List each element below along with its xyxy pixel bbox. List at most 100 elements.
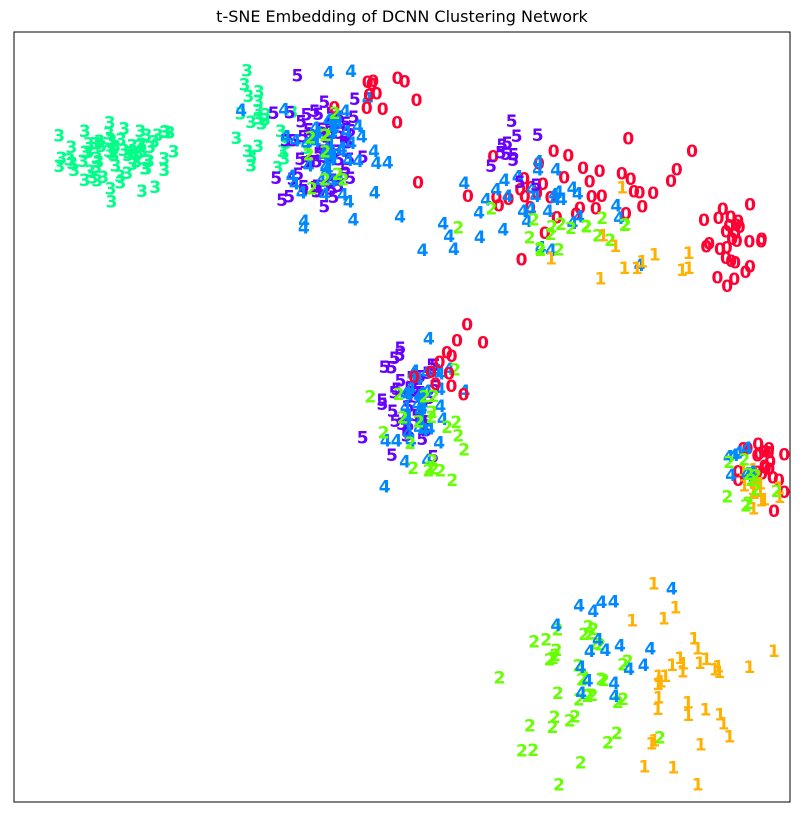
- point-0: 0: [477, 333, 489, 353]
- point-4: 4: [324, 135, 336, 155]
- point-2: 2: [771, 482, 783, 502]
- point-2: 2: [446, 471, 458, 491]
- point-0: 0: [720, 249, 732, 269]
- point-4: 4: [459, 382, 471, 402]
- point-5: 5: [333, 150, 345, 170]
- point-4: 4: [325, 147, 337, 167]
- point-2: 2: [524, 717, 536, 737]
- point-5: 5: [530, 176, 542, 196]
- point-1: 1: [670, 599, 682, 619]
- point-3: 3: [87, 169, 99, 189]
- point-1: 1: [674, 649, 686, 669]
- point-4: 4: [587, 602, 599, 622]
- point-5: 5: [326, 180, 338, 200]
- point-4: 4: [345, 62, 357, 82]
- point-4: 4: [303, 157, 315, 177]
- point-4: 4: [320, 141, 332, 161]
- point-4: 4: [331, 109, 343, 129]
- point-0: 0: [361, 99, 373, 119]
- point-3: 3: [133, 144, 145, 164]
- point-2: 2: [596, 209, 608, 229]
- point-3: 3: [79, 122, 91, 142]
- point-5: 5: [429, 378, 441, 398]
- point-1: 1: [619, 259, 631, 279]
- point-5: 5: [309, 102, 321, 122]
- point-1: 1: [694, 654, 706, 674]
- point-2: 2: [540, 631, 552, 651]
- point-4: 4: [424, 419, 436, 439]
- point-3: 3: [300, 139, 312, 159]
- point-0: 0: [377, 100, 389, 120]
- point-4: 4: [296, 183, 308, 203]
- point-5: 5: [319, 147, 331, 167]
- point-2: 2: [528, 633, 540, 653]
- point-0: 0: [713, 209, 725, 229]
- point-0: 0: [548, 142, 560, 162]
- point-4: 4: [417, 241, 429, 261]
- point-3: 3: [239, 76, 251, 96]
- point-3: 3: [127, 143, 139, 163]
- point-2: 2: [319, 171, 331, 191]
- point-0: 0: [628, 182, 640, 202]
- point-3: 3: [277, 142, 289, 162]
- point-5: 5: [386, 446, 398, 466]
- point-1: 1: [774, 488, 786, 508]
- point-2: 2: [723, 453, 735, 473]
- point-3: 3: [118, 141, 130, 161]
- point-2: 2: [547, 718, 559, 738]
- point-5: 5: [333, 124, 345, 144]
- point-5: 5: [338, 134, 350, 154]
- point-0: 0: [767, 468, 779, 488]
- point-0: 0: [531, 184, 543, 204]
- point-0: 0: [525, 178, 537, 198]
- point-3: 3: [64, 151, 76, 171]
- point-0: 0: [622, 129, 634, 149]
- point-4: 4: [521, 212, 533, 232]
- point-5: 5: [318, 93, 330, 113]
- point-2: 2: [427, 452, 439, 472]
- point-2: 2: [617, 656, 629, 676]
- point-4: 4: [336, 142, 348, 162]
- point-0: 0: [491, 189, 503, 209]
- point-5: 5: [320, 127, 332, 147]
- point-5: 5: [298, 177, 310, 197]
- point-5: 5: [376, 395, 388, 415]
- point-2: 2: [393, 385, 405, 405]
- point-3: 3: [143, 152, 155, 172]
- point-2: 2: [622, 652, 634, 672]
- point-0: 0: [744, 196, 756, 216]
- point-2: 2: [337, 170, 349, 190]
- point-4: 4: [341, 122, 353, 142]
- point-0: 0: [446, 377, 458, 397]
- point-5: 5: [394, 346, 406, 366]
- point-3: 3: [253, 82, 265, 102]
- point-4: 4: [448, 240, 460, 260]
- point-0: 0: [451, 332, 463, 352]
- point-4: 4: [412, 396, 424, 416]
- point-5: 5: [284, 103, 296, 123]
- point-0: 0: [744, 233, 756, 253]
- point-0: 0: [392, 69, 404, 89]
- point-1: 1: [648, 732, 660, 752]
- point-4: 4: [356, 127, 368, 147]
- point-3: 3: [245, 156, 257, 176]
- point-0: 0: [363, 86, 375, 106]
- point-2: 2: [555, 215, 567, 235]
- point-4: 4: [610, 197, 622, 217]
- point-0: 0: [763, 460, 775, 480]
- point-2: 2: [553, 776, 565, 796]
- point-3: 3: [105, 179, 117, 199]
- point-0: 0: [586, 188, 598, 208]
- point-5: 5: [287, 131, 299, 151]
- point-3: 3: [152, 126, 164, 146]
- point-5: 5: [280, 132, 292, 152]
- point-4: 4: [556, 190, 568, 210]
- point-0: 0: [596, 187, 608, 207]
- point-4: 4: [666, 580, 678, 600]
- point-5: 5: [511, 127, 523, 147]
- point-3: 3: [245, 113, 257, 133]
- point-0: 0: [725, 252, 737, 272]
- point-4: 4: [298, 218, 310, 238]
- point-5: 5: [532, 126, 544, 146]
